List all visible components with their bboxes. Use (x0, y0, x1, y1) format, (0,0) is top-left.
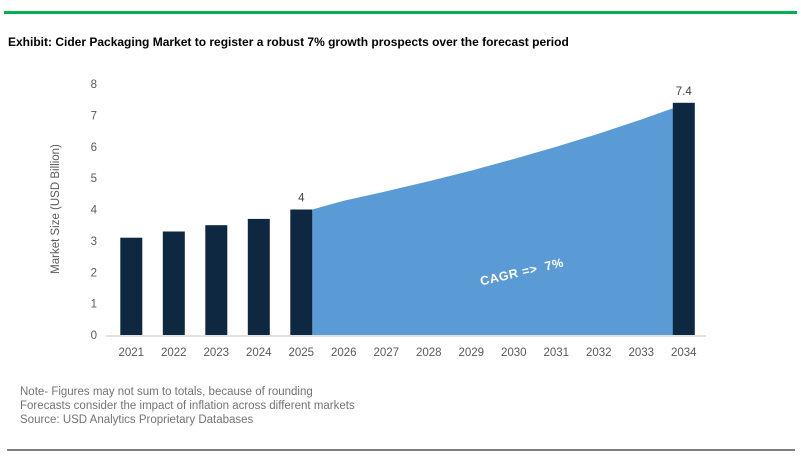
x-tick-label-2032: 2032 (586, 347, 612, 359)
y-tick-label-1: 1 (91, 299, 97, 311)
x-tick-label-2029: 2029 (459, 347, 485, 359)
y-tick-label-4: 4 (91, 205, 98, 217)
x-tick-label-2021: 2021 (119, 347, 145, 359)
x-tick-label-2030: 2030 (501, 347, 527, 359)
y-tick-label-6: 6 (91, 142, 97, 154)
note-line-rounding: Note- Figures may not sum to totals, bec… (20, 386, 313, 398)
note-line-inflation: Forecasts consider the impact of inflati… (20, 400, 355, 412)
x-tick-label-2034: 2034 (671, 347, 697, 359)
bar-2034 (672, 102, 695, 335)
y-tick-label-0: 0 (91, 330, 97, 342)
bottom-divider-line (7, 449, 795, 451)
y-tick-label-3: 3 (91, 236, 97, 248)
top-accent-line (4, 11, 797, 14)
data-label-2025: 4 (298, 193, 305, 205)
y-axis-title: Market Size (USD Billion) (50, 144, 62, 274)
bar-2022 (162, 231, 185, 335)
x-tick-label-2023: 2023 (204, 347, 230, 359)
y-tick-label-7: 7 (91, 110, 97, 122)
exhibit-title: Exhibit: Cider Packaging Market to regis… (8, 35, 569, 49)
x-tick-label-2025: 2025 (289, 347, 315, 359)
x-tick-label-2026: 2026 (331, 347, 357, 359)
note-line-source: Source: USD Analytics Proprietary Databa… (20, 414, 254, 426)
x-tick-label-2031: 2031 (544, 347, 570, 359)
y-tick-label-2: 2 (91, 267, 97, 279)
x-tick-label-2027: 2027 (374, 347, 400, 359)
x-tick-label-2022: 2022 (161, 347, 187, 359)
bar-2024 (247, 218, 270, 335)
bar-2025 (290, 209, 313, 335)
data-label-2034: 7.4 (676, 86, 693, 98)
x-tick-label-2033: 2033 (629, 347, 655, 359)
y-tick-label-8: 8 (91, 79, 97, 91)
bar-2021 (120, 237, 143, 335)
footer-notes: Note- Figures may not sum to totals, bec… (20, 385, 355, 427)
x-tick-label-2028: 2028 (416, 347, 442, 359)
bar-2023 (205, 225, 228, 335)
x-tick-label-2024: 2024 (246, 347, 272, 359)
forecast-area (312, 104, 684, 336)
y-tick-label-5: 5 (91, 173, 97, 185)
